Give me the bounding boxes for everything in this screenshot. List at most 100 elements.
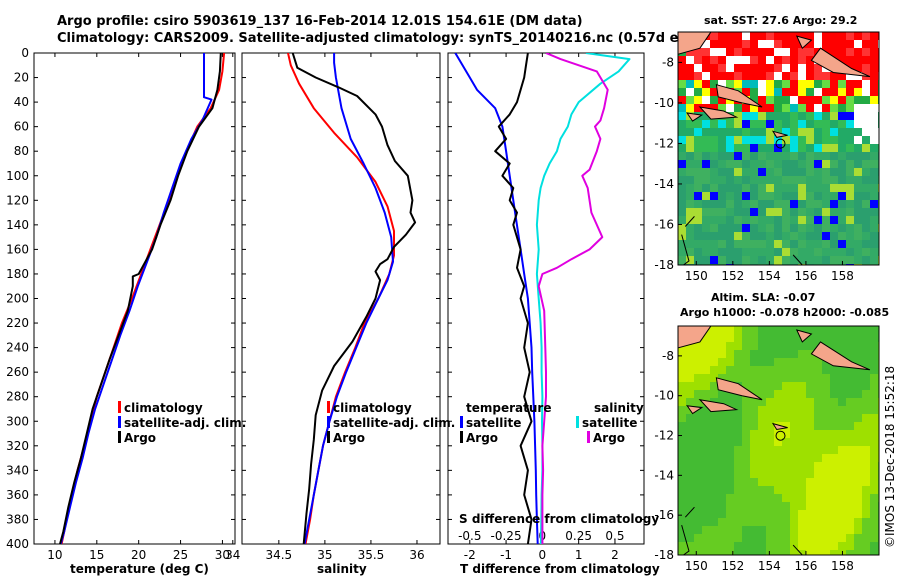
map-cell xyxy=(710,550,718,555)
map-cell xyxy=(774,240,782,248)
map-cell xyxy=(830,40,838,48)
map-cell xyxy=(678,542,686,550)
map-cell xyxy=(782,256,790,264)
map-cell xyxy=(742,32,750,40)
map-cell xyxy=(870,96,878,104)
map-cell xyxy=(694,48,702,56)
map-cell xyxy=(822,128,830,136)
map-cell xyxy=(806,168,814,176)
map-cell xyxy=(774,56,782,64)
map-cell xyxy=(686,526,694,534)
map-cell xyxy=(766,462,774,470)
map-cell xyxy=(822,550,830,555)
x-tick-label: 0 xyxy=(539,548,547,562)
map-cell xyxy=(758,248,766,256)
map-cell xyxy=(678,176,686,184)
map-cell xyxy=(750,358,758,366)
map-cell xyxy=(862,334,870,342)
map-cell xyxy=(774,160,782,168)
map-cell xyxy=(846,510,854,518)
map-cell xyxy=(678,136,686,144)
map-cell xyxy=(750,248,758,256)
map-cell xyxy=(782,32,790,40)
map-cell xyxy=(686,48,694,56)
map-cell xyxy=(870,518,878,526)
map-cell xyxy=(854,48,862,56)
map-cell xyxy=(734,72,742,80)
map-cell xyxy=(702,534,710,542)
map-cell xyxy=(774,398,782,406)
map-cell xyxy=(838,382,846,390)
map-cell xyxy=(782,120,790,128)
map-cell xyxy=(678,438,686,446)
map-cell xyxy=(790,502,798,510)
map-cell xyxy=(870,350,878,358)
x-tick-label: 1 xyxy=(575,548,583,562)
map-cell xyxy=(782,382,790,390)
map-cell xyxy=(758,72,766,80)
map-cell xyxy=(718,216,726,224)
map-cell xyxy=(710,430,718,438)
map-cell xyxy=(798,486,806,494)
map-cell xyxy=(758,192,766,200)
map-cell xyxy=(838,534,846,542)
map-cell xyxy=(742,112,750,120)
map-cell xyxy=(774,192,782,200)
map-cell xyxy=(822,414,830,422)
map-cell xyxy=(854,478,862,486)
map-cell xyxy=(734,534,742,542)
map-cell xyxy=(854,248,862,256)
map-cell xyxy=(822,96,830,104)
map-cell xyxy=(830,478,838,486)
map-cell xyxy=(686,342,694,350)
map-y-tick-label: -8 xyxy=(662,349,674,363)
map-cell xyxy=(838,398,846,406)
map-cell xyxy=(806,350,814,358)
map-cell xyxy=(822,184,830,192)
map-cell xyxy=(846,366,854,374)
map-cell xyxy=(798,248,806,256)
map-cell xyxy=(854,128,862,136)
map-cell xyxy=(718,502,726,510)
map-cell xyxy=(854,240,862,248)
map-cell xyxy=(822,406,830,414)
map-cell xyxy=(766,398,774,406)
map-cell xyxy=(742,510,750,518)
map-cell xyxy=(838,192,846,200)
map-cell xyxy=(686,382,694,390)
map-cell xyxy=(750,454,758,462)
map-cell xyxy=(862,128,870,136)
map-cell xyxy=(782,350,790,358)
map-cell xyxy=(774,478,782,486)
s-tick-label: -0.25 xyxy=(491,529,522,543)
map-cell xyxy=(750,184,758,192)
map-cell xyxy=(798,510,806,518)
island xyxy=(686,405,704,415)
map-cell xyxy=(710,32,718,40)
map-cell xyxy=(830,96,838,104)
map-cell xyxy=(694,510,702,518)
map-cell xyxy=(678,374,686,382)
map-cell xyxy=(734,494,742,502)
y-tick-label: 120 xyxy=(6,193,29,207)
map-cell xyxy=(766,216,774,224)
map-cell xyxy=(870,438,878,446)
map-cell xyxy=(694,240,702,248)
map-cell xyxy=(846,422,854,430)
map-cell xyxy=(790,390,798,398)
map-cell xyxy=(822,534,830,542)
map-cell xyxy=(702,502,710,510)
map-cell xyxy=(854,366,862,374)
map-cell xyxy=(734,430,742,438)
y-tick-label: 180 xyxy=(6,267,29,281)
map-cell xyxy=(798,104,806,112)
map-cell xyxy=(758,542,766,550)
map-cell xyxy=(710,248,718,256)
map-cell xyxy=(758,454,766,462)
map-cell xyxy=(798,176,806,184)
map-cell xyxy=(686,494,694,502)
map-cell xyxy=(774,438,782,446)
map-cell xyxy=(838,350,846,358)
x-tick-label: 34 xyxy=(225,548,240,562)
map-cell xyxy=(830,128,838,136)
